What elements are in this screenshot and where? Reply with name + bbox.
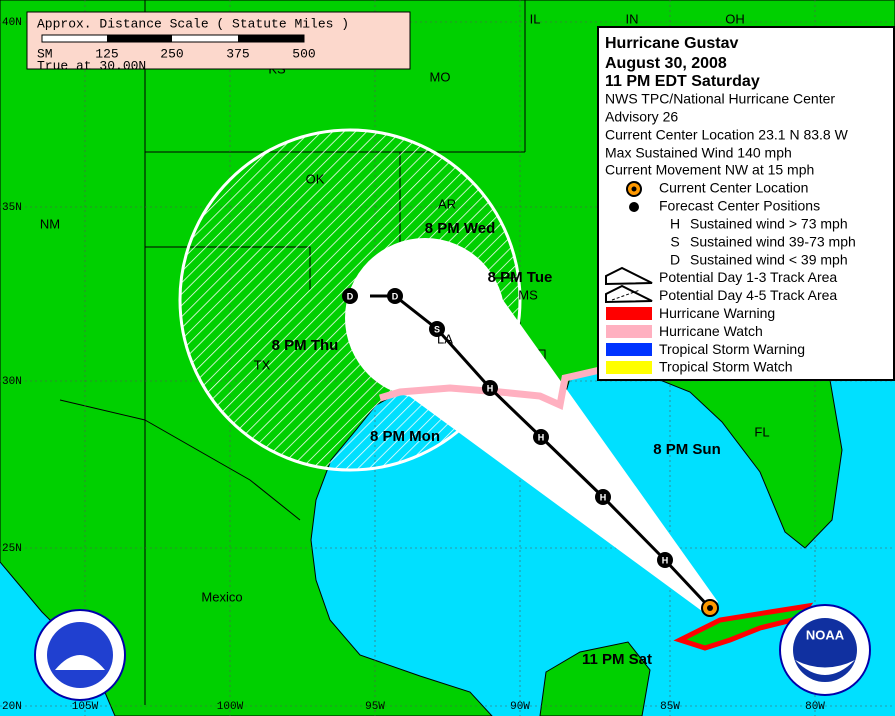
region-label: NM	[40, 216, 60, 231]
legend-item: Tropical Storm Watch	[659, 359, 793, 375]
scale-title: Approx. Distance Scale ( Statute Miles )	[37, 16, 349, 31]
track-point	[595, 489, 611, 505]
current-center-dot	[707, 605, 713, 611]
legend-item: Current Center Location	[659, 180, 808, 196]
legend-title: August 30, 2008	[605, 55, 727, 72]
track-point-letter: D	[347, 291, 354, 301]
latitude-label: 20N	[2, 701, 22, 713]
track-point-letter: S	[434, 324, 440, 334]
longitude-label: 100W	[217, 701, 244, 713]
hurricane-watch	[378, 366, 601, 411]
latitude-label: 30N	[2, 376, 22, 388]
region-label: MS	[518, 287, 538, 302]
track-point	[533, 429, 549, 445]
track-point	[429, 321, 445, 337]
legend-info: Current Center Location 23.1 N 83.8 W	[605, 127, 849, 143]
region-label: IL	[530, 11, 541, 26]
noaa-logo: NOAA	[779, 604, 871, 696]
region-label: AR	[438, 196, 456, 211]
legend-item: Tropical Storm Warning	[659, 341, 805, 357]
track-point-letter: H	[600, 492, 607, 502]
nws-logo	[34, 609, 126, 701]
legend-info: NWS TPC/National Hurricane Center	[605, 91, 835, 107]
scale-unit: SM	[37, 46, 53, 61]
scale-note: True at 30.00N	[37, 58, 146, 73]
legend-item: Potential Day 1-3 Track Area	[659, 269, 837, 285]
track-point	[387, 288, 403, 304]
longitude-label: 95W	[365, 701, 385, 713]
longitude-label: 105W	[72, 701, 99, 713]
region-label: OK	[306, 171, 325, 186]
scale-box: Approx. Distance Scale ( Statute Miles )…	[26, 11, 411, 73]
track-point-letter: H	[487, 383, 494, 393]
noaa-text: NOAA	[806, 627, 845, 642]
legend-info: Advisory 26	[605, 109, 678, 125]
legend-key: S	[670, 233, 679, 249]
latitude-label: 25N	[2, 543, 22, 555]
scale-mark: 250	[160, 46, 183, 61]
region-label: OH	[725, 11, 745, 26]
region-label: LA	[437, 331, 453, 346]
yucatan	[539, 641, 651, 716]
legend-item: Hurricane Watch	[659, 323, 763, 339]
legend-info: Max Sustained Wind 140 mph	[605, 145, 792, 161]
legend-info: Current Movement NW at 15 mph	[605, 162, 814, 178]
track-point	[342, 288, 358, 304]
forecast-time: 11 PM Sat	[582, 651, 652, 668]
region-label: TX	[254, 357, 271, 372]
legend-key: D	[670, 251, 680, 267]
longitude-label: 80W	[805, 701, 825, 713]
track-points: H H H H S D D	[342, 288, 673, 568]
legend-item: Sustained wind < 39 mph	[690, 251, 848, 267]
forecast-time: 8 PM Tue	[488, 269, 553, 286]
legend-key: H	[670, 216, 680, 232]
legend-item: Forecast Center Positions	[659, 198, 820, 214]
region-label: Mexico	[201, 589, 242, 604]
forecast-time: 8 PM Thu	[272, 337, 339, 354]
track-point-letter: H	[662, 555, 669, 565]
track-point-letter: H	[538, 432, 545, 442]
track-line	[370, 294, 712, 610]
longitude-label: 85W	[660, 701, 680, 713]
latitude-label: 35N	[2, 202, 22, 214]
track-point	[657, 552, 673, 568]
region-label: MO	[430, 69, 451, 84]
legend-item: Sustained wind > 73 mph	[690, 216, 848, 232]
longitude-label: 90W	[510, 701, 530, 713]
forecast-time: 8 PM Mon	[370, 428, 440, 445]
region-label: FL	[754, 424, 769, 439]
legend-item: Sustained wind 39-73 mph	[690, 233, 856, 249]
scale-mark: 500	[292, 46, 315, 61]
legend-title: 11 PM EDT Saturday	[605, 73, 760, 90]
legend-item: Potential Day 4-5 Track Area	[659, 287, 837, 303]
region-label: IN	[626, 11, 639, 26]
track-point	[482, 380, 498, 396]
legend-item: Hurricane Warning	[659, 305, 775, 321]
forecast-time: 8 PM Sun	[653, 441, 721, 458]
latitude-label: 40N	[2, 17, 22, 29]
track-point-letter: D	[392, 291, 399, 301]
scale-mark: 375	[226, 46, 249, 61]
scale-mark: 125	[95, 46, 118, 61]
forecast-time: 8 PM Wed	[425, 220, 496, 237]
legend-title: Hurricane Gustav	[605, 35, 738, 52]
